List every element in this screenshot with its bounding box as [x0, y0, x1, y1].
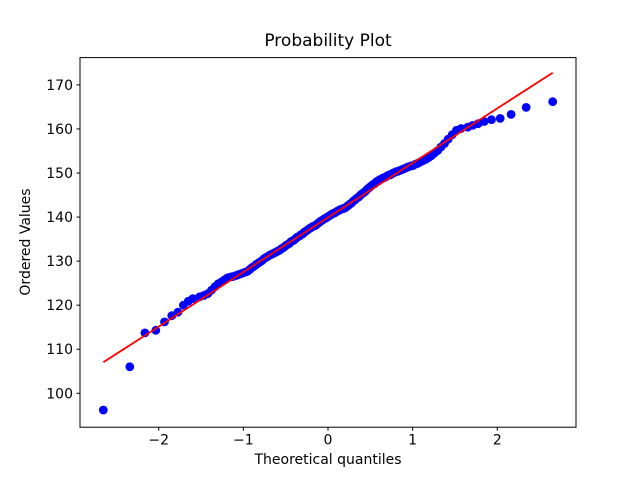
chart-title: Probability Plot	[264, 31, 392, 51]
y-tick-label: 150	[46, 166, 73, 182]
fit-line	[102, 71, 554, 364]
data-point	[98, 405, 108, 415]
data-point	[173, 307, 183, 317]
y-tick-label: 100	[46, 386, 73, 402]
data-point	[125, 362, 135, 372]
x-axis-label: Theoretical quantiles	[254, 452, 402, 468]
x-tick-label: 0	[324, 433, 333, 449]
data-point	[548, 97, 558, 107]
x-tick-label: 1	[408, 433, 417, 449]
y-tick-label: 120	[46, 298, 73, 314]
y-tick-label: 130	[46, 254, 73, 270]
y-tick-label: 140	[46, 210, 73, 226]
y-tick-label: 110	[46, 342, 73, 358]
y-tick-label: 160	[46, 122, 73, 138]
x-tick-label: −1	[233, 433, 254, 449]
data-point	[495, 114, 505, 123]
x-tick-label: −2	[148, 433, 169, 449]
data-point	[188, 294, 198, 303]
data-point	[506, 110, 516, 119]
data-point	[521, 103, 531, 112]
y-tick-label: 170	[46, 78, 73, 94]
axes-frame	[79, 57, 577, 428]
y-axis-label: Ordered Values	[18, 188, 34, 296]
data-point	[487, 115, 496, 125]
x-tick-label: 2	[493, 433, 502, 449]
